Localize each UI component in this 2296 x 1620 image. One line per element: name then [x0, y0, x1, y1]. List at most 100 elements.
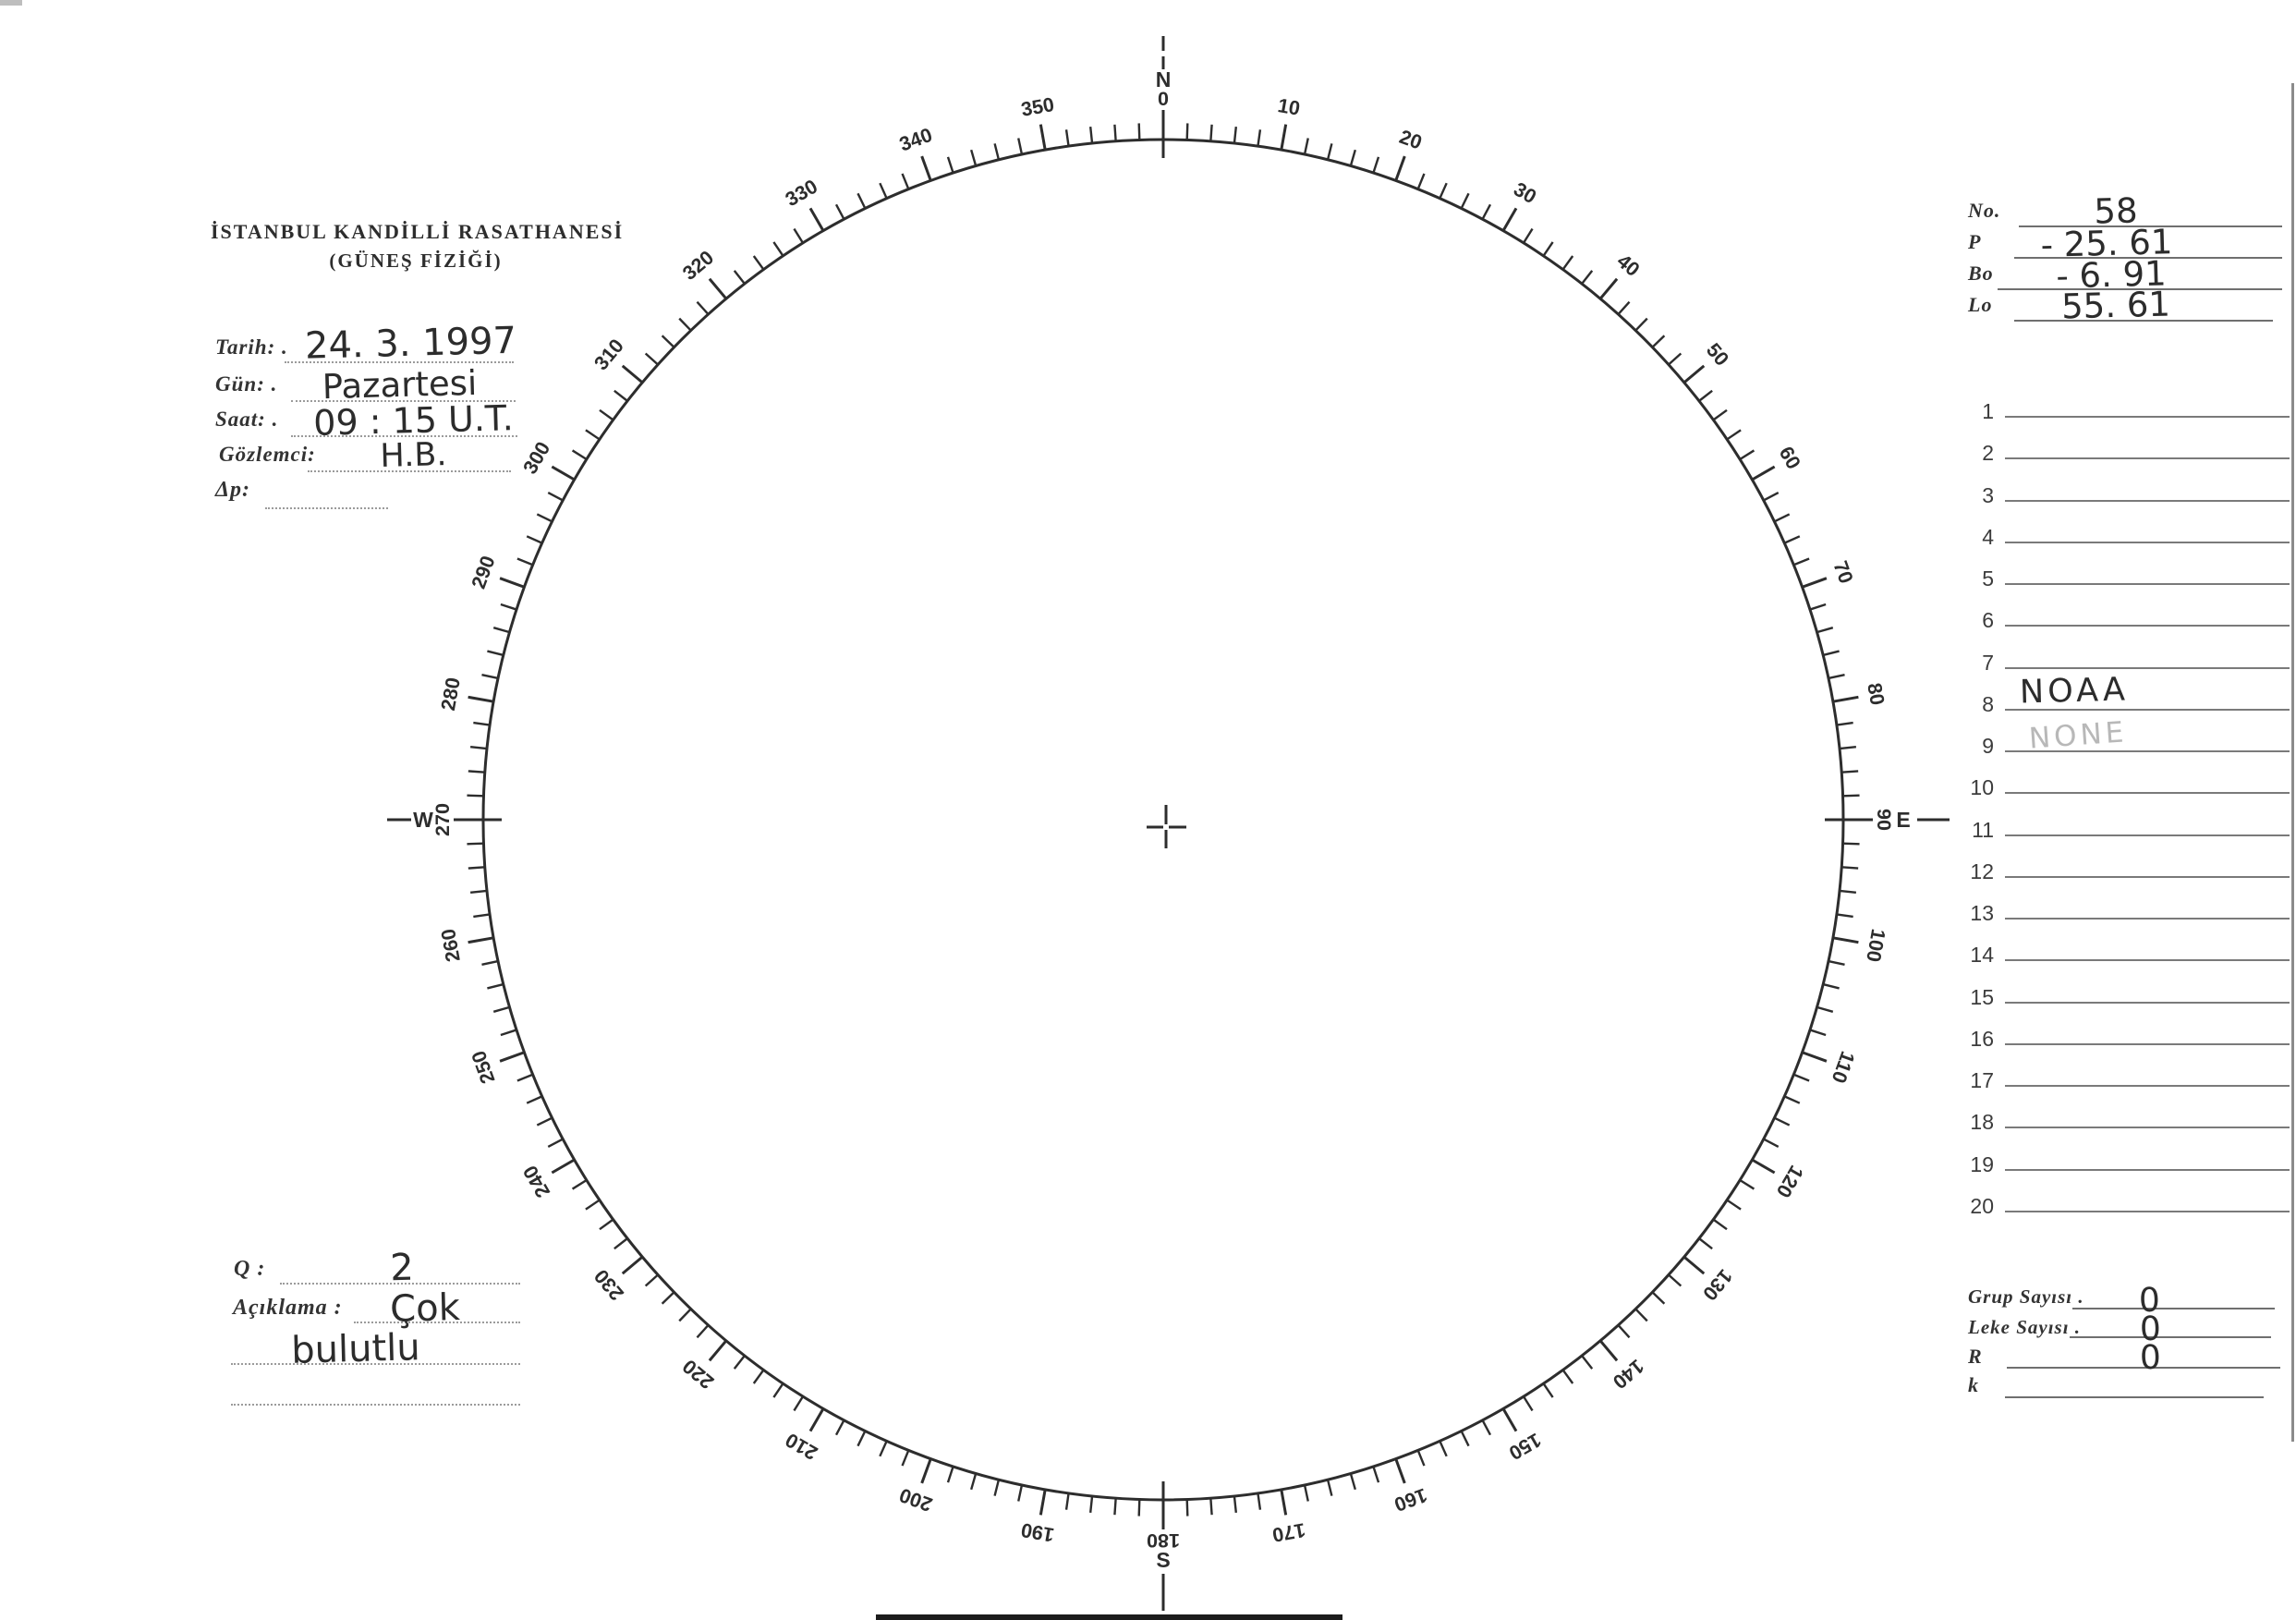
- tarih-label: Tarih: .: [215, 335, 288, 359]
- k-line: [2005, 1396, 2264, 1398]
- minor-tick-214: [772, 1382, 784, 1398]
- minor-tick-276: [470, 745, 488, 750]
- minor-tick-178: [1185, 1499, 1189, 1516]
- degree-label-100: 100: [1862, 927, 1889, 964]
- minor-tick-26: [1460, 192, 1470, 210]
- major-tick-230: [621, 1255, 644, 1275]
- aciklama-value1: Çok: [389, 1286, 461, 1331]
- tarih-value: 24. 3. 1997: [304, 319, 517, 368]
- minor-tick-126: [1712, 1218, 1728, 1231]
- major-tick-220: [708, 1339, 728, 1362]
- major-tick-300: [551, 465, 576, 481]
- gun-line: [291, 400, 516, 402]
- cardinal-letter-N: N: [1156, 67, 1172, 91]
- minor-tick-22: [1416, 173, 1426, 190]
- minor-tick-238: [571, 1179, 588, 1190]
- minor-tick-302: [571, 449, 588, 460]
- cardinal-degree-label-180: 180: [1147, 1529, 1180, 1552]
- major-tick-80: [1832, 695, 1859, 703]
- minor-tick-112: [1792, 1073, 1810, 1082]
- minor-tick-286: [492, 627, 510, 634]
- minor-tick-192: [1017, 1484, 1024, 1502]
- minor-tick-344: [970, 149, 978, 166]
- major-tick-160: [1394, 1458, 1406, 1484]
- major-tick-280: [468, 695, 494, 703]
- spot-list-number-18: 18: [1970, 1110, 1994, 1135]
- degree-label-220: 220: [678, 1355, 718, 1393]
- minor-tick-322: [733, 270, 746, 285]
- aciklama-line3: [231, 1404, 520, 1406]
- major-tick-20: [1394, 155, 1406, 181]
- scan-bottom-bar: [876, 1614, 1342, 1620]
- spot-list-line-13: [2005, 918, 2290, 920]
- lo-line: [2014, 320, 2273, 322]
- major-tick-250: [499, 1051, 525, 1063]
- degree-label-30: 30: [1510, 178, 1540, 209]
- degree-label-230: 230: [589, 1265, 627, 1305]
- minor-tick-356: [1113, 124, 1117, 141]
- observatory-subtitle: (GÜNEŞ FİZİĞİ): [329, 250, 503, 272]
- delta-p-label: Δp:: [215, 478, 251, 502]
- spot-list-line-10: [2005, 792, 2290, 795]
- tarih-line: [285, 361, 514, 363]
- minor-tick-352: [1064, 129, 1070, 147]
- spot-list-number-9: 9: [1982, 734, 1994, 759]
- major-tick-30: [1501, 207, 1518, 232]
- minor-tick-262: [473, 913, 491, 919]
- degree-label-300: 300: [519, 438, 555, 478]
- gozlemci-label: Gözlemci:: [219, 443, 316, 466]
- minor-tick-18: [1372, 156, 1380, 174]
- minor-tick-84: [1839, 745, 1856, 750]
- minor-tick-194: [993, 1479, 1001, 1496]
- minor-tick-134: [1651, 1291, 1666, 1305]
- minor-tick-148: [1523, 1395, 1534, 1412]
- degree-label-310: 310: [589, 335, 627, 374]
- major-tick-100: [1832, 936, 1859, 944]
- minor-tick-268: [467, 842, 484, 846]
- minor-tick-314: [661, 335, 675, 348]
- minor-tick-98: [1836, 913, 1853, 919]
- minor-tick-52: [1698, 389, 1713, 402]
- degree-label-190: 190: [1019, 1518, 1056, 1546]
- minor-tick-216: [752, 1369, 765, 1384]
- degree-label-110: 110: [1828, 1048, 1859, 1086]
- degree-label-40: 40: [1612, 250, 1644, 281]
- cardinal-letter-W: W: [413, 808, 433, 832]
- bo-line: [1998, 288, 2282, 290]
- major-tick-200: [920, 1458, 932, 1484]
- minor-tick-294: [526, 535, 543, 544]
- major-tick-210: [808, 1407, 825, 1432]
- degree-label-330: 330: [782, 176, 821, 212]
- spot-list-line-16: [2005, 1042, 2290, 1045]
- k-label: k: [1968, 1373, 1979, 1396]
- minor-tick-254: [492, 1005, 510, 1013]
- saat-value: 09 : 15 U.T.: [312, 397, 515, 444]
- aciklama-value2: bulutlu: [290, 1326, 421, 1372]
- minor-tick-114: [1783, 1095, 1801, 1104]
- observatory-title: İSTANBUL KANDİLLİ RASATHANESİ: [211, 220, 625, 243]
- spot-list-line-12: [2005, 875, 2290, 878]
- minor-tick-266: [468, 866, 485, 870]
- minor-tick-242: [547, 1138, 564, 1149]
- minor-tick-326: [772, 241, 784, 257]
- degree-label-210: 210: [782, 1429, 821, 1465]
- spot-list-number-4: 4: [1982, 524, 1994, 549]
- minor-tick-44: [1634, 317, 1648, 332]
- spot-list-line-5: [2005, 583, 2290, 586]
- minor-tick-162: [1372, 1466, 1380, 1483]
- minor-tick-196: [970, 1473, 978, 1491]
- minor-tick-118: [1763, 1138, 1780, 1149]
- minor-tick-176: [1209, 1498, 1213, 1516]
- major-tick-130: [1683, 1255, 1706, 1275]
- minor-tick-304: [585, 429, 601, 441]
- r-label: R: [1968, 1345, 1983, 1368]
- spot-list-number-10: 10: [1970, 775, 1994, 800]
- minor-tick-92: [1842, 842, 1860, 846]
- degree-label-160: 160: [1391, 1483, 1430, 1516]
- minor-tick-122: [1739, 1179, 1755, 1190]
- minor-tick-338: [901, 173, 910, 190]
- degree-label-120: 120: [1772, 1162, 1808, 1201]
- r-line: [2007, 1367, 2280, 1369]
- minor-tick-78: [1828, 674, 1845, 680]
